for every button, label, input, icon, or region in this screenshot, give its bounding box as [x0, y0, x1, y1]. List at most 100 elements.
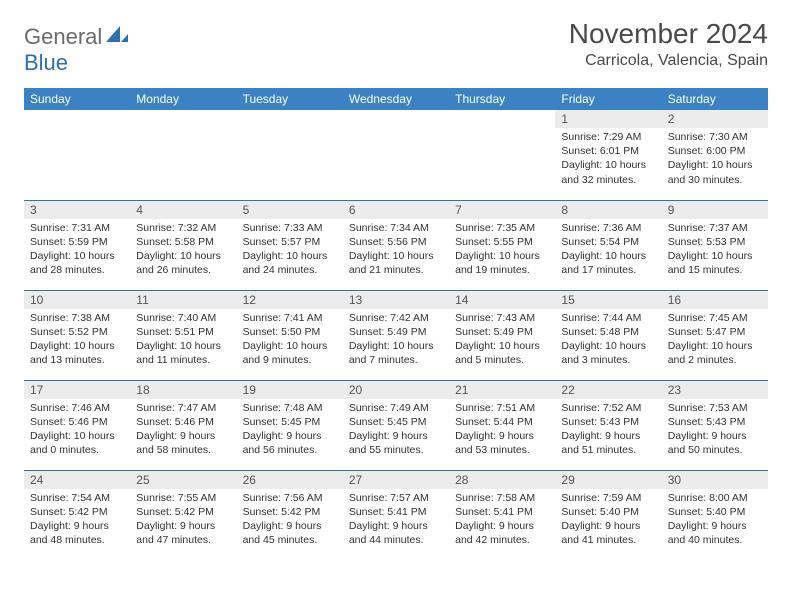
day-number: 18	[130, 381, 236, 399]
brand-text-1: General	[24, 24, 102, 50]
calendar-table: SundayMondayTuesdayWednesdayThursdayFrid…	[24, 88, 768, 560]
calendar-day-cell: 16Sunrise: 7:45 AMSunset: 5:47 PMDayligh…	[662, 290, 768, 380]
day-details: Sunrise: 7:48 AMSunset: 5:45 PMDaylight:…	[237, 399, 343, 462]
calendar-day-cell: 30Sunrise: 8:00 AMSunset: 5:40 PMDayligh…	[662, 470, 768, 560]
day-details: Sunrise: 7:38 AMSunset: 5:52 PMDaylight:…	[24, 309, 130, 372]
day-details: Sunrise: 7:47 AMSunset: 5:46 PMDaylight:…	[130, 399, 236, 462]
day-number: 27	[343, 471, 449, 489]
calendar-day-cell: 12Sunrise: 7:41 AMSunset: 5:50 PMDayligh…	[237, 290, 343, 380]
day-details: Sunrise: 7:29 AMSunset: 6:01 PMDaylight:…	[555, 128, 661, 191]
calendar-week-row: 17Sunrise: 7:46 AMSunset: 5:46 PMDayligh…	[24, 380, 768, 470]
day-number: 2	[662, 110, 768, 128]
day-number: 17	[24, 381, 130, 399]
calendar-day-cell: 15Sunrise: 7:44 AMSunset: 5:48 PMDayligh…	[555, 290, 661, 380]
day-details: Sunrise: 7:32 AMSunset: 5:58 PMDaylight:…	[130, 219, 236, 282]
day-details: Sunrise: 8:00 AMSunset: 5:40 PMDaylight:…	[662, 489, 768, 552]
day-number: 29	[555, 471, 661, 489]
calendar-day-cell: 22Sunrise: 7:52 AMSunset: 5:43 PMDayligh…	[555, 380, 661, 470]
day-number: 7	[449, 201, 555, 219]
day-number: 8	[555, 201, 661, 219]
day-number: 22	[555, 381, 661, 399]
calendar-header-row: SundayMondayTuesdayWednesdayThursdayFrid…	[24, 88, 768, 110]
calendar-day-cell: .	[237, 110, 343, 200]
brand-text-2: Blue	[24, 50, 768, 76]
day-number: 30	[662, 471, 768, 489]
day-details: Sunrise: 7:57 AMSunset: 5:41 PMDaylight:…	[343, 489, 449, 552]
calendar-day-cell: 8Sunrise: 7:36 AMSunset: 5:54 PMDaylight…	[555, 200, 661, 290]
day-details: Sunrise: 7:45 AMSunset: 5:47 PMDaylight:…	[662, 309, 768, 372]
weekday-header: Wednesday	[343, 88, 449, 110]
day-number: 16	[662, 291, 768, 309]
calendar-day-cell: 25Sunrise: 7:55 AMSunset: 5:42 PMDayligh…	[130, 470, 236, 560]
day-details: Sunrise: 7:41 AMSunset: 5:50 PMDaylight:…	[237, 309, 343, 372]
day-number: 19	[237, 381, 343, 399]
calendar-day-cell: 17Sunrise: 7:46 AMSunset: 5:46 PMDayligh…	[24, 380, 130, 470]
weekday-header: Tuesday	[237, 88, 343, 110]
day-details: Sunrise: 7:52 AMSunset: 5:43 PMDaylight:…	[555, 399, 661, 462]
day-number: 12	[237, 291, 343, 309]
day-number: 20	[343, 381, 449, 399]
calendar-day-cell: 4Sunrise: 7:32 AMSunset: 5:58 PMDaylight…	[130, 200, 236, 290]
day-details: Sunrise: 7:59 AMSunset: 5:40 PMDaylight:…	[555, 489, 661, 552]
weekday-header: Saturday	[662, 88, 768, 110]
calendar-day-cell: 19Sunrise: 7:48 AMSunset: 5:45 PMDayligh…	[237, 380, 343, 470]
calendar-day-cell: 2Sunrise: 7:30 AMSunset: 6:00 PMDaylight…	[662, 110, 768, 200]
calendar-day-cell: .	[449, 110, 555, 200]
calendar-week-row: 3Sunrise: 7:31 AMSunset: 5:59 PMDaylight…	[24, 200, 768, 290]
calendar-day-cell: 7Sunrise: 7:35 AMSunset: 5:55 PMDaylight…	[449, 200, 555, 290]
day-number: 28	[449, 471, 555, 489]
day-details: Sunrise: 7:37 AMSunset: 5:53 PMDaylight:…	[662, 219, 768, 282]
calendar-day-cell: 27Sunrise: 7:57 AMSunset: 5:41 PMDayligh…	[343, 470, 449, 560]
day-details: Sunrise: 7:40 AMSunset: 5:51 PMDaylight:…	[130, 309, 236, 372]
day-details: Sunrise: 7:35 AMSunset: 5:55 PMDaylight:…	[449, 219, 555, 282]
calendar-day-cell: .	[343, 110, 449, 200]
calendar-week-row: 24Sunrise: 7:54 AMSunset: 5:42 PMDayligh…	[24, 470, 768, 560]
month-title: November 2024	[569, 18, 768, 50]
calendar-day-cell: 29Sunrise: 7:59 AMSunset: 5:40 PMDayligh…	[555, 470, 661, 560]
day-details: Sunrise: 7:33 AMSunset: 5:57 PMDaylight:…	[237, 219, 343, 282]
calendar-day-cell: 26Sunrise: 7:56 AMSunset: 5:42 PMDayligh…	[237, 470, 343, 560]
day-number: 3	[24, 201, 130, 219]
day-details: Sunrise: 7:53 AMSunset: 5:43 PMDaylight:…	[662, 399, 768, 462]
day-details: Sunrise: 7:56 AMSunset: 5:42 PMDaylight:…	[237, 489, 343, 552]
day-number: 23	[662, 381, 768, 399]
day-number: 11	[130, 291, 236, 309]
day-number: 9	[662, 201, 768, 219]
weekday-header: Thursday	[449, 88, 555, 110]
day-details: Sunrise: 7:49 AMSunset: 5:45 PMDaylight:…	[343, 399, 449, 462]
weekday-header: Sunday	[24, 88, 130, 110]
day-details: Sunrise: 7:42 AMSunset: 5:49 PMDaylight:…	[343, 309, 449, 372]
day-number: 21	[449, 381, 555, 399]
calendar-day-cell: 18Sunrise: 7:47 AMSunset: 5:46 PMDayligh…	[130, 380, 236, 470]
calendar-day-cell: .	[24, 110, 130, 200]
calendar-day-cell: 13Sunrise: 7:42 AMSunset: 5:49 PMDayligh…	[343, 290, 449, 380]
day-details: Sunrise: 7:51 AMSunset: 5:44 PMDaylight:…	[449, 399, 555, 462]
day-number: 10	[24, 291, 130, 309]
day-details: Sunrise: 7:54 AMSunset: 5:42 PMDaylight:…	[24, 489, 130, 552]
brand-logo: General	[24, 18, 130, 50]
day-number: 24	[24, 471, 130, 489]
calendar-day-cell: 9Sunrise: 7:37 AMSunset: 5:53 PMDaylight…	[662, 200, 768, 290]
day-details: Sunrise: 7:44 AMSunset: 5:48 PMDaylight:…	[555, 309, 661, 372]
day-number: 25	[130, 471, 236, 489]
day-number: 1	[555, 110, 661, 128]
day-details: Sunrise: 7:55 AMSunset: 5:42 PMDaylight:…	[130, 489, 236, 552]
calendar-day-cell: 20Sunrise: 7:49 AMSunset: 5:45 PMDayligh…	[343, 380, 449, 470]
calendar-week-row: .....1Sunrise: 7:29 AMSunset: 6:01 PMDay…	[24, 110, 768, 200]
day-number: 6	[343, 201, 449, 219]
day-details: Sunrise: 7:58 AMSunset: 5:41 PMDaylight:…	[449, 489, 555, 552]
day-number: 26	[237, 471, 343, 489]
day-number: 5	[237, 201, 343, 219]
weekday-header: Monday	[130, 88, 236, 110]
day-number: 4	[130, 201, 236, 219]
calendar-day-cell: 6Sunrise: 7:34 AMSunset: 5:56 PMDaylight…	[343, 200, 449, 290]
calendar-day-cell: 10Sunrise: 7:38 AMSunset: 5:52 PMDayligh…	[24, 290, 130, 380]
day-details: Sunrise: 7:34 AMSunset: 5:56 PMDaylight:…	[343, 219, 449, 282]
calendar-day-cell: 28Sunrise: 7:58 AMSunset: 5:41 PMDayligh…	[449, 470, 555, 560]
day-details: Sunrise: 7:36 AMSunset: 5:54 PMDaylight:…	[555, 219, 661, 282]
day-details: Sunrise: 7:31 AMSunset: 5:59 PMDaylight:…	[24, 219, 130, 282]
calendar-body: .....1Sunrise: 7:29 AMSunset: 6:01 PMDay…	[24, 110, 768, 560]
calendar-day-cell: 14Sunrise: 7:43 AMSunset: 5:49 PMDayligh…	[449, 290, 555, 380]
calendar-day-cell: 24Sunrise: 7:54 AMSunset: 5:42 PMDayligh…	[24, 470, 130, 560]
calendar-week-row: 10Sunrise: 7:38 AMSunset: 5:52 PMDayligh…	[24, 290, 768, 380]
